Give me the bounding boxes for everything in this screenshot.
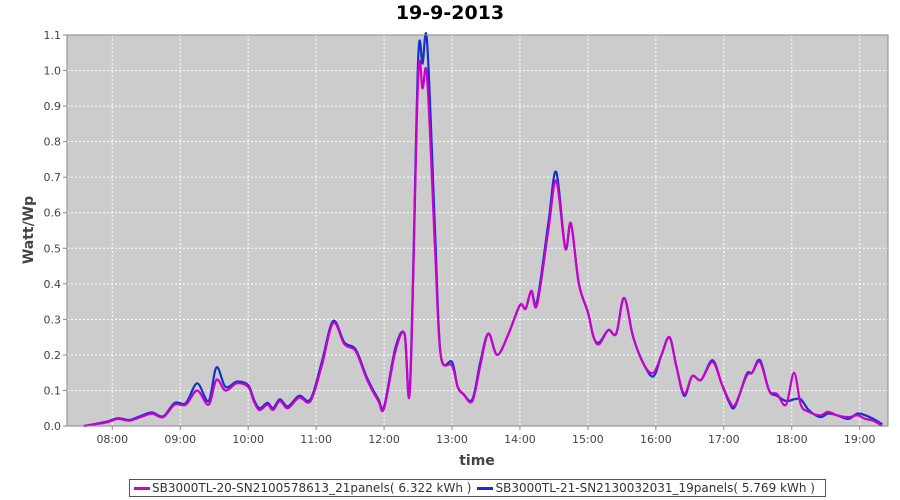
x-tick-label: 12:00 [368,433,400,446]
x-tick-label: 14:00 [504,433,536,446]
y-tick-label: 0.7 [44,171,62,184]
y-tick-label: 0.1 [44,384,62,397]
y-tick-label: 0.8 [44,136,62,149]
legend-item-series-1: SB3000TL-20-SN2100578613_21panels( 6.322… [134,481,471,495]
y-tick-label: 0.5 [44,242,62,255]
y-tick-label: 1.1 [44,29,62,42]
legend-label-series-2: SB3000TL-21-SN2130032031_19panels( 5.769… [495,481,815,495]
y-axis-label: Watt/Wp [21,196,37,264]
legend-label-series-1: SB3000TL-20-SN2100578613_21panels( 6.322… [152,481,472,495]
x-tick-label: 08:00 [96,433,128,446]
y-tick-label: 0.2 [44,349,62,362]
chart-legend: SB3000TL-20-SN2100578613_21panels( 6.322… [129,479,826,497]
x-tick-label: 11:00 [300,433,332,446]
x-tick-label: 15:00 [572,433,604,446]
line-chart: 0.0 0.1 0.2 0.3 0.4 0.5 0.6 0.7 0.8 0.9 1.0 1.1 08:… [21,29,889,469]
x-tick-label: 18:00 [776,433,808,446]
y-tick-label: 0.3 [44,313,62,326]
y-axis: 0.0 0.1 0.2 0.3 0.4 0.5 0.6 0.7 0.8 0.9 1.0 1.1 [44,29,67,433]
x-axis-label: time [459,453,495,469]
legend-swatch-series-2 [477,486,494,490]
chart-title: 19-9-2013 [395,2,505,24]
x-tick-label: 09:00 [164,433,196,446]
legend-swatch-series-1 [134,486,150,490]
y-tick-label: 0.9 [44,100,62,113]
plot-border [66,34,889,427]
legend-item-series-2: SB3000TL-21-SN2130032031_19panels( 5.769… [477,481,815,495]
x-axis: 08:00 09:00 10:00 11:00 12:00 13:00 14:00 15:00… [96,426,876,446]
y-tick-label: 0.6 [44,207,62,220]
series-layer [83,32,883,428]
y-tick-label: 0.4 [44,278,62,291]
x-tick-label: 19:00 [844,433,876,446]
y-tick-label: 1.0 [44,65,62,78]
x-tick-label: 10:00 [232,433,264,446]
x-tick-label: 17:00 [708,433,740,446]
x-tick-label: 16:00 [640,433,672,446]
x-tick-label: 13:00 [436,433,468,446]
plot-background [67,35,888,426]
series-line-1 [83,59,883,428]
y-tick-label: 0.0 [44,420,62,433]
